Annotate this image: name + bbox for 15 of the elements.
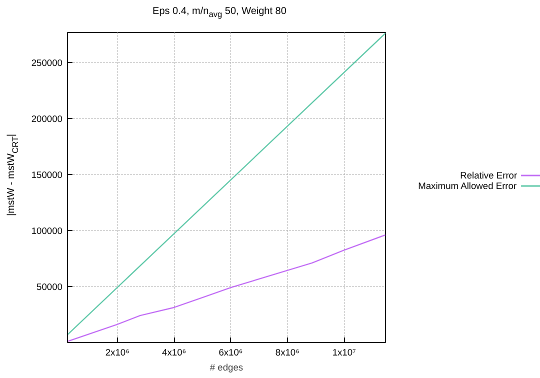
legend-label: Relative Error bbox=[460, 170, 518, 180]
x-tick-label: 6x10⁶ bbox=[218, 348, 243, 358]
x-tick-label: 1x10⁷ bbox=[332, 348, 356, 358]
y-tick-label: 150000 bbox=[31, 170, 63, 180]
y-tick-label: 250000 bbox=[31, 58, 63, 68]
y-tick-label: 100000 bbox=[31, 226, 63, 236]
y-tick-label: 50000 bbox=[36, 282, 63, 292]
chart-title: Eps 0.4, m/n$_{avg}$ 50, Weight 80 bbox=[152, 5, 286, 21]
x-tick-label: 8x10⁶ bbox=[275, 348, 300, 358]
legend-label: Maximum Allowed Error bbox=[418, 181, 517, 191]
x-axis-title: # edges bbox=[210, 362, 244, 372]
line-series bbox=[68, 234, 386, 342]
y-tick-label: 200000 bbox=[31, 114, 63, 124]
x-tick-label: 4x10⁶ bbox=[162, 348, 186, 358]
x-tick-label: 2x10⁶ bbox=[105, 348, 130, 358]
